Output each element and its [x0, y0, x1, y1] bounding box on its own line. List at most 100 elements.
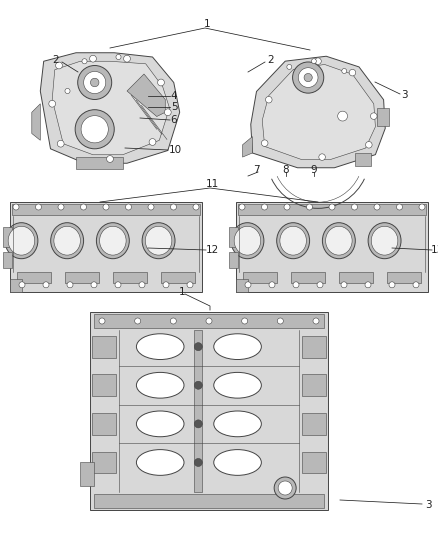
Bar	[243, 272, 277, 283]
Ellipse shape	[322, 223, 355, 259]
Bar	[355, 153, 371, 166]
Circle shape	[164, 109, 171, 116]
Bar	[161, 272, 195, 283]
Circle shape	[124, 55, 131, 62]
Circle shape	[58, 204, 64, 210]
Circle shape	[81, 116, 108, 143]
Ellipse shape	[145, 227, 172, 255]
Ellipse shape	[234, 227, 261, 255]
Bar	[17, 272, 51, 283]
Bar	[65, 272, 99, 283]
Polygon shape	[32, 104, 40, 140]
Circle shape	[194, 343, 202, 351]
Bar	[92, 413, 116, 435]
Circle shape	[78, 66, 112, 100]
Ellipse shape	[51, 223, 84, 259]
Text: 11: 11	[205, 179, 219, 189]
Circle shape	[307, 204, 312, 210]
Bar	[236, 202, 428, 292]
Circle shape	[170, 204, 177, 210]
Circle shape	[277, 318, 283, 324]
Ellipse shape	[371, 227, 398, 255]
Circle shape	[265, 96, 272, 103]
Bar	[12, 204, 200, 215]
Ellipse shape	[214, 373, 261, 398]
Circle shape	[261, 140, 268, 147]
Circle shape	[293, 62, 324, 93]
Bar	[229, 227, 238, 247]
Circle shape	[317, 282, 323, 288]
Circle shape	[193, 204, 199, 210]
Bar	[377, 108, 389, 126]
Ellipse shape	[5, 223, 38, 259]
Circle shape	[194, 420, 202, 428]
Bar	[339, 272, 373, 283]
Polygon shape	[127, 74, 165, 117]
Bar	[291, 272, 325, 283]
Circle shape	[261, 204, 268, 210]
Ellipse shape	[214, 450, 261, 475]
Text: 3: 3	[425, 500, 431, 510]
Ellipse shape	[136, 334, 184, 360]
Circle shape	[57, 140, 64, 147]
Bar	[80, 463, 94, 486]
Ellipse shape	[325, 227, 352, 255]
Text: 8: 8	[283, 165, 290, 175]
Polygon shape	[52, 61, 170, 155]
Circle shape	[84, 71, 106, 94]
Circle shape	[311, 59, 316, 63]
Circle shape	[91, 282, 97, 288]
Ellipse shape	[136, 373, 184, 398]
Text: 5: 5	[171, 102, 177, 112]
Circle shape	[139, 282, 145, 288]
Bar	[236, 279, 248, 292]
Bar	[302, 336, 326, 358]
Circle shape	[35, 204, 42, 210]
Ellipse shape	[136, 450, 184, 475]
Circle shape	[342, 69, 347, 74]
Text: 4: 4	[171, 91, 177, 101]
Circle shape	[148, 204, 154, 210]
Bar	[302, 451, 326, 473]
Text: 9: 9	[311, 165, 317, 175]
Bar	[113, 272, 147, 283]
Circle shape	[134, 318, 141, 324]
Ellipse shape	[214, 411, 261, 437]
Bar	[302, 413, 326, 435]
Bar	[92, 451, 116, 473]
Circle shape	[115, 282, 121, 288]
Bar	[194, 330, 202, 492]
Circle shape	[304, 74, 312, 82]
Circle shape	[56, 62, 62, 69]
Circle shape	[366, 142, 372, 148]
Circle shape	[19, 282, 25, 288]
Circle shape	[374, 204, 380, 210]
Circle shape	[284, 204, 290, 210]
Ellipse shape	[96, 223, 129, 259]
Circle shape	[278, 481, 292, 495]
Text: 1: 1	[204, 19, 210, 29]
Bar	[92, 336, 116, 358]
Circle shape	[158, 79, 164, 86]
Text: 1: 1	[179, 287, 185, 297]
Text: 3: 3	[401, 90, 407, 100]
Circle shape	[313, 318, 319, 324]
Circle shape	[413, 282, 419, 288]
Circle shape	[49, 100, 56, 107]
Circle shape	[319, 154, 325, 160]
Ellipse shape	[54, 227, 81, 255]
Circle shape	[13, 204, 19, 210]
Circle shape	[242, 318, 247, 324]
Bar	[10, 202, 202, 292]
Bar	[387, 272, 421, 283]
Ellipse shape	[277, 223, 310, 259]
Ellipse shape	[368, 223, 401, 259]
Ellipse shape	[136, 411, 184, 437]
Circle shape	[338, 111, 347, 121]
Circle shape	[287, 64, 292, 69]
Circle shape	[194, 458, 202, 466]
Circle shape	[126, 204, 131, 210]
Circle shape	[371, 113, 377, 119]
Circle shape	[75, 110, 114, 149]
Circle shape	[187, 282, 193, 288]
